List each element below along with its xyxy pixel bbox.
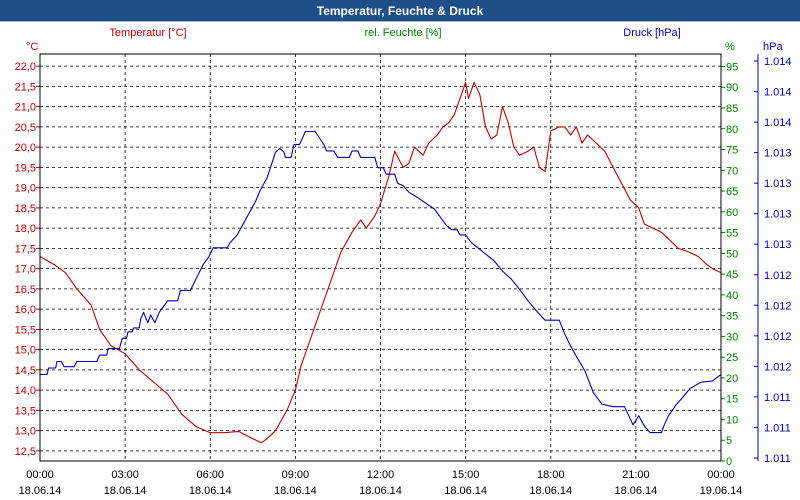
pressure-tick-label: 1.013 (764, 239, 792, 251)
humidity-tick-label: 25 (726, 352, 738, 364)
humidity-tick-label: 60 (726, 207, 738, 219)
x-tick-date-label: 18.06.14 (359, 485, 402, 497)
temperature-tick-label: 17,5 (15, 243, 36, 255)
temperature-tick-label: 13,5 (15, 405, 36, 417)
humidity-unit-label: % (725, 41, 735, 53)
pressure-tick-labels: 1.011 1.011 1.011 1.012 1.012 1.012 1.012 1.013… (754, 54, 792, 465)
temperature-tick-label: 22,0 (15, 61, 36, 73)
temperature-tick-label: 13,0 (15, 426, 36, 438)
x-tick-time-label: 00:00 (707, 469, 735, 481)
humidity-axis-title: rel. Feuchte [%] (364, 27, 441, 39)
pressure-tick-label: 1.012 (764, 270, 792, 282)
pressure-tick-label: 1.014 (764, 56, 792, 68)
pressure-unit-label: hPa (763, 41, 783, 53)
x-tick-date-label: 18.06.14 (104, 485, 147, 497)
x-tick-time-label: 15:00 (452, 469, 480, 481)
x-tick-date-label: 18.06.14 (19, 485, 62, 497)
humidity-tick-label: 5 (726, 435, 732, 447)
x-tick-labels: 00:00 18.06.14 03:00 18.06.14 06:00 18.06.14 0… (19, 469, 743, 497)
humidity-tick-labels: 0 5 10 15 20 25 30 35 40 45 50 55 60 65 70 75 80 85 90 95 (720, 54, 738, 468)
x-tick-time-label: 09:00 (282, 469, 310, 481)
x-tick-date-label: 18.06.14 (189, 485, 232, 497)
humidity-tick-label: 55 (726, 228, 738, 240)
x-tick-time-label: 00:00 (26, 469, 54, 481)
temperature-axis-title: Temperatur [°C] (109, 27, 186, 39)
temperature-tick-labels: 12,5 13,0 13,5 14,0 14,5 15,0 15,5 16,0 16,5 17,0… (15, 61, 40, 458)
humidity-tick-label: 80 (726, 124, 738, 136)
humidity-tick-label: 70 (726, 165, 738, 177)
temperature-tick-label: 19,5 (15, 162, 36, 174)
humidity-tick-label: 50 (726, 248, 738, 260)
x-tick-date-label: 19.06.14 (700, 485, 743, 497)
x-tick-time-label: 12:00 (367, 469, 395, 481)
temperature-tick-label: 16,5 (15, 284, 36, 296)
temperature-tick-label: 14,0 (15, 385, 36, 397)
pressure-tick-label: 1.013 (764, 178, 792, 190)
humidity-tick-label: 90 (726, 82, 738, 94)
temperature-tick-label: 20,0 (15, 142, 36, 154)
pressure-tick-label: 1.013 (764, 148, 792, 160)
series-layer (39, 81, 722, 444)
temperature-tick-label: 12,5 (15, 446, 36, 458)
x-tick-time-label: 18:00 (537, 469, 565, 481)
humidity-tick-label: 10 (726, 414, 738, 426)
x-tick-date-label: 18.06.14 (444, 485, 487, 497)
humidity-tick-label: 95 (726, 61, 738, 73)
temperature-tick-label: 20,5 (15, 122, 36, 134)
temperature-tick-label: 19,0 (15, 183, 36, 195)
temperature-tick-label: 16,0 (15, 304, 36, 316)
humidity-tick-label: 0 (726, 456, 732, 468)
pressure-tick-label: 1.014 (764, 87, 792, 99)
pressure-tick-label: 1.013 (764, 209, 792, 221)
humidity-tick-label: 30 (726, 331, 738, 343)
temperature-tick-label: 18,5 (15, 203, 36, 215)
chart-title: Temperatur, Feuchte & Druck (0, 0, 800, 22)
temperature-tick-label: 14,5 (15, 365, 36, 377)
temperature-tick-label: 21,5 (15, 81, 36, 93)
pressure-tick-label: 1.014 (764, 117, 792, 129)
humidity-tick-label: 75 (726, 145, 738, 157)
temperature-tick-label: 15,0 (15, 345, 36, 357)
humidity-tick-label: 20 (726, 373, 738, 385)
grid-layer (39, 54, 722, 461)
pressure-tick-label: 1.011 (764, 392, 791, 404)
pressure-tick-label: 1.012 (764, 300, 792, 312)
pressure-tick-label: 1.012 (764, 331, 792, 343)
pressure-tick-label: 1.011 (764, 422, 791, 434)
temperature-unit-label: °C (26, 41, 38, 53)
temperature-series-line (39, 81, 722, 444)
humidity-tick-label: 85 (726, 103, 738, 115)
x-tick-time-label: 06:00 (196, 469, 224, 481)
humidity-tick-label: 15 (726, 394, 738, 406)
temperature-tick-label: 17,0 (15, 264, 36, 276)
plot-frame (39, 53, 722, 462)
humidity-tick-label: 40 (726, 290, 738, 302)
pressure-tick-label: 1.011 (764, 453, 791, 465)
temperature-tick-label: 15,5 (15, 324, 36, 336)
humidity-tick-label: 65 (726, 186, 738, 198)
x-tick-time-label: 21:00 (622, 469, 650, 481)
x-tick-date-label: 18.06.14 (529, 485, 572, 497)
humidity-tick-label: 45 (726, 269, 738, 281)
pressure-axis-title: Druck [hPa] (623, 27, 680, 39)
x-tick-date-label: 18.06.14 (274, 485, 317, 497)
temperature-tick-label: 18,0 (15, 223, 36, 235)
x-tick-time-label: 03:00 (111, 469, 139, 481)
temperature-tick-label: 21,0 (15, 102, 36, 114)
x-tick-date-label: 18.06.14 (614, 485, 657, 497)
pressure-series-line (40, 130, 722, 434)
pressure-tick-label: 1.012 (764, 361, 792, 373)
humidity-tick-label: 35 (726, 311, 738, 323)
